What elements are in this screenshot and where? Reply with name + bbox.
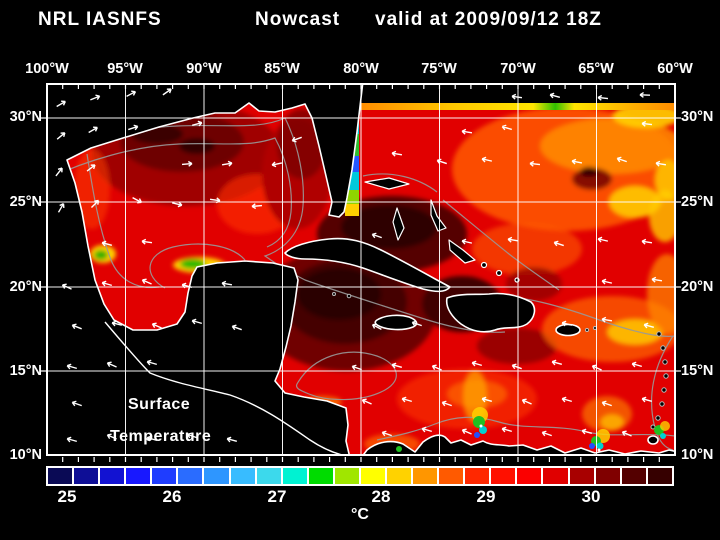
lon-label-65w: 65°W <box>578 61 614 77</box>
lon-label-60w: 60°W <box>657 61 693 77</box>
colorbar-segment <box>647 468 672 484</box>
overlay-label-surface: Surface <box>128 396 190 413</box>
colorbar-segment <box>543 468 568 484</box>
lesser-antilles-islands <box>332 292 669 430</box>
colorbar-segment <box>595 468 620 484</box>
colorbar-segment <box>100 468 125 484</box>
lat-label-left-10n: 10°N <box>9 447 42 463</box>
colorbar-tick-27: 27 <box>267 487 287 506</box>
colorbar-segment <box>152 468 177 484</box>
model-name-title: NRL IASNFS <box>38 9 162 30</box>
colorbar-segment <box>413 468 438 484</box>
colorbar-segment <box>178 468 203 484</box>
axis-tick-marks <box>41 84 681 462</box>
colorbar-segment <box>74 468 99 484</box>
colorbar-segment <box>465 468 490 484</box>
colorbar-segment <box>360 468 386 484</box>
sst-map: Surface Temperature <box>41 83 681 462</box>
colorbar-segment <box>491 468 516 484</box>
trinidad-land <box>647 435 659 445</box>
valid-time-title: valid at 2009/09/12 18Z <box>375 9 602 30</box>
lon-label-70w: 70°W <box>500 61 536 77</box>
lat-label-right-20n: 20°N <box>681 279 714 295</box>
temperature-colorbar <box>46 466 674 486</box>
colorbar-segment <box>569 468 594 484</box>
colorbar-segment <box>621 468 646 484</box>
colorbar-tick-25: 25 <box>57 487 77 506</box>
colorbar-tick-30: 30 <box>581 487 601 506</box>
colorbar-segment <box>334 468 359 484</box>
colorbar-segment <box>517 468 542 484</box>
cuba-land <box>284 237 451 293</box>
overlay-label-temperature: Temperature <box>110 428 211 445</box>
lat-label-left-20n: 20°N <box>9 279 42 295</box>
colorbar-tick-29: 29 <box>476 487 496 506</box>
lon-label-85w: 85°W <box>264 61 300 77</box>
lat-label-right-30n: 30°N <box>681 109 714 125</box>
colorbar-tick-26: 26 <box>162 487 182 506</box>
nowcast-title: Nowcast <box>255 9 341 30</box>
lon-label-75w: 75°W <box>421 61 457 77</box>
colorbar-segment <box>387 468 412 484</box>
lat-label-right-25n: 25°N <box>681 194 714 210</box>
colorbar-tick-28: 28 <box>371 487 391 506</box>
lon-label-100w: 100°W <box>25 61 69 77</box>
colorbar-segment <box>282 468 307 484</box>
south-america-land <box>362 434 675 455</box>
lat-label-right-15n: 15°N <box>681 363 714 379</box>
lat-label-left-15n: 15°N <box>9 363 42 379</box>
jamaica-land <box>374 314 418 331</box>
colorbar-segment <box>256 468 281 484</box>
colorbar-unit-label: °C <box>351 506 369 523</box>
colorbar-segment <box>204 468 229 484</box>
colorbar-segment <box>308 468 333 484</box>
colorbar-segment <box>126 468 151 484</box>
colorbar-segment <box>48 468 73 484</box>
lon-label-80w: 80°W <box>343 61 379 77</box>
colorbar-segment <box>230 468 255 484</box>
hispaniola-land <box>445 292 536 333</box>
lat-label-left-25n: 25°N <box>9 194 42 210</box>
graticule-grid <box>47 84 675 455</box>
lat-label-left-30n: 30°N <box>9 109 42 125</box>
puerto-rico-land <box>555 323 581 337</box>
lon-label-90w: 90°W <box>186 61 222 77</box>
pacific-coastline <box>104 321 343 455</box>
lat-label-right-10n: 10°N <box>681 447 714 463</box>
lon-label-95w: 95°W <box>107 61 143 77</box>
colorbar-segment <box>439 468 464 484</box>
bahamas-islands <box>364 177 520 283</box>
